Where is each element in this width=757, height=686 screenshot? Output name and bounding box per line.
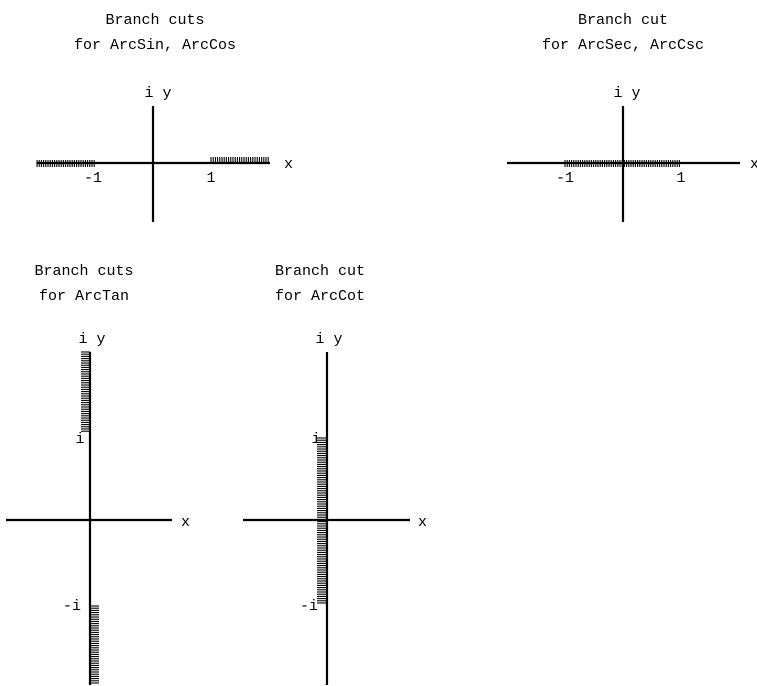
diagram-title-line-1: Branch cuts <box>105 12 204 29</box>
y-axis-label: i y <box>78 331 105 348</box>
tick-label-i: i <box>75 431 84 448</box>
diagram-title-line-2: for ArcCot <box>275 288 365 305</box>
tick-label-one: 1 <box>206 170 215 187</box>
diagram-title-line-1: Branch cut <box>275 263 365 280</box>
diagram-title-line-1: Branch cuts <box>34 263 133 280</box>
branch-cut-center <box>564 160 680 167</box>
diagram-title-line-2: for ArcTan <box>39 288 129 305</box>
diagram-title-line-2: for ArcSec, ArcCsc <box>542 37 704 54</box>
diagram-arcsec-arccsc: Branch cut for ArcSec, ArcCsc i y x -1 1 <box>507 12 757 222</box>
tick-label-minus-i: -i <box>300 598 318 615</box>
x-axis-label: x <box>284 156 293 173</box>
tick-label-minus-i: -i <box>63 598 81 615</box>
tick-label-i: i <box>311 431 320 448</box>
branch-cut-lower <box>90 605 99 684</box>
diagram-title-line-2: for ArcSin, ArcCos <box>74 37 236 54</box>
tick-label-minus-one: -1 <box>84 170 102 187</box>
x-axis-label: x <box>418 514 427 531</box>
diagram-arccot: Branch cut for ArcCot i y x i -i <box>243 263 427 685</box>
branch-cut-upper <box>81 351 90 432</box>
x-axis-label: x <box>750 156 757 173</box>
branch-cut-center <box>317 437 327 604</box>
diagram-arctan: Branch cuts for ArcTan i y x i -i <box>6 263 190 685</box>
diagram-title-line-1: Branch cut <box>578 12 668 29</box>
branch-cut-right <box>210 157 269 164</box>
x-axis-label: x <box>181 514 190 531</box>
diagram-arcsin-arccos: Branch cuts for ArcSin, ArcCos i y x -1 … <box>36 12 293 222</box>
tick-label-one: 1 <box>676 170 685 187</box>
tick-label-minus-one: -1 <box>556 170 574 187</box>
y-axis-label: i y <box>613 85 640 102</box>
y-axis-label: i y <box>144 85 171 102</box>
branch-cut-left <box>36 160 95 167</box>
y-axis-label: i y <box>315 331 342 348</box>
